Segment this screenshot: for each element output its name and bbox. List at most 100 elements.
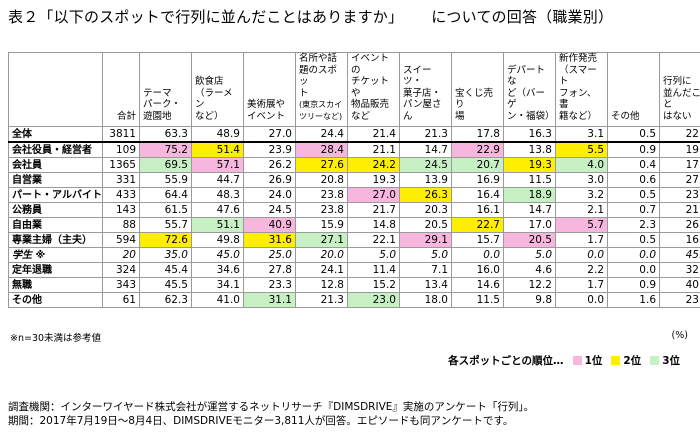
table-cell: 22.1 bbox=[347, 232, 400, 248]
column-header: 名所や話 題のスポット (東京スカイツリーなど) bbox=[295, 52, 348, 127]
table-cell: 0.6 bbox=[607, 172, 660, 188]
column-header: 新作発売 （スマート フォン、書 籍など） bbox=[555, 52, 608, 127]
table-cell: 11.4 bbox=[347, 262, 400, 278]
column-header-line: ン・福袋） bbox=[507, 110, 555, 122]
row-label: 学生 ※ bbox=[8, 247, 103, 263]
column-header-line: ト bbox=[299, 87, 309, 99]
table-cell: 7.1 bbox=[399, 262, 452, 278]
table-cell: 27.0 bbox=[347, 187, 400, 203]
table-cell: 31.1 bbox=[243, 292, 296, 308]
table-cell: 61.5 bbox=[139, 202, 192, 218]
table-cell: 15.2 bbox=[347, 277, 400, 293]
table-cell: 594 bbox=[102, 232, 140, 248]
table-cell: 16.1 bbox=[451, 202, 504, 218]
table-cell: 32.4 bbox=[659, 262, 700, 278]
table-cell: 0.7 bbox=[607, 202, 660, 218]
table-cell: 16.4 bbox=[451, 187, 504, 203]
legend-swatch-rank2 bbox=[611, 356, 621, 365]
column-header: 宝くじ売り場 bbox=[451, 52, 504, 127]
table-cell: 23.8 bbox=[295, 187, 348, 203]
table-cell: 63.3 bbox=[139, 126, 192, 143]
table-cell: 109 bbox=[102, 141, 140, 158]
table-cell: 13.4 bbox=[399, 277, 452, 293]
table-cell: 19.3 bbox=[503, 157, 556, 173]
table-cell: 0.0 bbox=[555, 247, 608, 263]
column-header: 美術展や イベント bbox=[243, 52, 296, 127]
results-table: 合計 テーマ パーク・ 遊園地 飲食店 （ラーメン など） 美術展や イベント 名所や話 題のスポッ… bbox=[8, 52, 700, 308]
table-cell: 19.3 bbox=[659, 141, 700, 158]
table-cell: 72.6 bbox=[139, 232, 192, 248]
table-cell: 20.5 bbox=[503, 232, 556, 248]
column-header: その他 bbox=[607, 52, 660, 127]
table-cell: 48.9 bbox=[191, 126, 244, 143]
table-cell: 18.0 bbox=[399, 292, 452, 308]
row-label: 全体 bbox=[8, 126, 103, 143]
column-header-line: 宝くじ売り bbox=[455, 87, 494, 111]
table-cell: 21.3 bbox=[295, 292, 348, 308]
table-cell: 40.5 bbox=[659, 277, 700, 293]
row-label: その他 bbox=[8, 292, 103, 308]
table-cell: 23.9 bbox=[243, 141, 296, 158]
table-cell: 23.8 bbox=[295, 202, 348, 218]
table-cell: 1.7 bbox=[555, 232, 608, 248]
column-header-line: イベントの bbox=[351, 53, 390, 76]
column-header-line: 籍など） bbox=[559, 110, 598, 122]
row-label: 専業主婦（主夫） bbox=[8, 232, 103, 248]
column-header: スイーツ・ 菓子店・ パン屋さん bbox=[399, 52, 452, 127]
column-header: テーマ パーク・ 遊園地 bbox=[139, 52, 192, 127]
table-cell: 5.7 bbox=[555, 217, 608, 233]
table-cell: 25.0 bbox=[243, 247, 296, 263]
table-cell: 26.2 bbox=[243, 157, 296, 173]
table-cell: 3.0 bbox=[555, 172, 608, 188]
table-cell: 27.5 bbox=[659, 172, 700, 188]
table-cell: 9.8 bbox=[503, 292, 556, 308]
legend-item-rank2: 2位 bbox=[623, 355, 642, 367]
table-cell: 143 bbox=[102, 202, 140, 218]
table-cell: 23.0 bbox=[659, 292, 700, 308]
table-cell: 1365 bbox=[102, 157, 140, 173]
table-cell: 45.5 bbox=[139, 277, 192, 293]
table-cell: 0.5 bbox=[607, 232, 660, 248]
legend-swatch-rank3 bbox=[650, 356, 660, 365]
column-header-line: 物品販売 bbox=[351, 99, 390, 110]
table-row: 無職 343 45.5 34.1 23.3 12.8 15.2 13.4 14.6 12.2 1.7… bbox=[8, 277, 700, 293]
table-cell: 2.3 bbox=[607, 217, 660, 233]
row-label: 自営業 bbox=[8, 172, 103, 188]
table-cell: 17.6 bbox=[659, 157, 700, 173]
column-header-line: 美術展や bbox=[247, 99, 286, 110]
table-cell: 40.9 bbox=[243, 217, 296, 233]
table-cell: 15.9 bbox=[295, 217, 348, 233]
legend-swatch-rank1 bbox=[572, 356, 582, 365]
table-cell: 22.7 bbox=[451, 217, 504, 233]
table-row: 専業主婦（主夫） 594 72.6 49.8 31.6 27.1 22.1 29.1 15.7 2… bbox=[8, 232, 700, 248]
table-cell: 0.4 bbox=[607, 157, 660, 173]
table-cell: 17.0 bbox=[503, 217, 556, 233]
table-cell: 3.2 bbox=[555, 187, 608, 203]
table-cell: 12.2 bbox=[503, 277, 556, 293]
table-cell: 3.1 bbox=[555, 126, 608, 143]
table-cell: 21.7 bbox=[659, 202, 700, 218]
column-header-line: 場 bbox=[455, 110, 465, 122]
table-cell: 24.5 bbox=[399, 157, 452, 173]
table-cell: 14.7 bbox=[503, 202, 556, 218]
table-cell: 20.8 bbox=[295, 172, 348, 188]
column-header-line: 遊園地 bbox=[143, 110, 172, 122]
table-cell: 0.0 bbox=[555, 292, 608, 308]
column-header-line: 合計 bbox=[116, 110, 136, 122]
table-cell: 31.6 bbox=[243, 232, 296, 248]
table-cell: 0.0 bbox=[607, 262, 660, 278]
table-cell: 343 bbox=[102, 277, 140, 293]
table-cell: 19.3 bbox=[347, 172, 400, 188]
table-row: 会社員 1365 69.5 57.1 26.2 27.6 24.2 24.5 20.7 19.3 4… bbox=[8, 157, 700, 173]
table-cell: 64.4 bbox=[139, 187, 192, 203]
table-row: その他 61 62.3 41.0 31.1 21.3 23.0 18.0 11.5 9.8 0.0 1… bbox=[8, 292, 700, 308]
table-cell: 24.4 bbox=[295, 126, 348, 143]
table-cell: 4.6 bbox=[503, 262, 556, 278]
table-cell: 26.1 bbox=[659, 217, 700, 233]
table-row: 自営業 331 55.9 44.7 26.9 20.8 19.3 13.9 16.9 11.5 3.… bbox=[8, 172, 700, 188]
table-cell: 55.7 bbox=[139, 217, 192, 233]
table-cell: 51.1 bbox=[191, 217, 244, 233]
column-header-line: など） bbox=[195, 110, 224, 122]
unit-label: (%) bbox=[671, 330, 688, 341]
column-header-line: テーマ bbox=[143, 87, 172, 99]
